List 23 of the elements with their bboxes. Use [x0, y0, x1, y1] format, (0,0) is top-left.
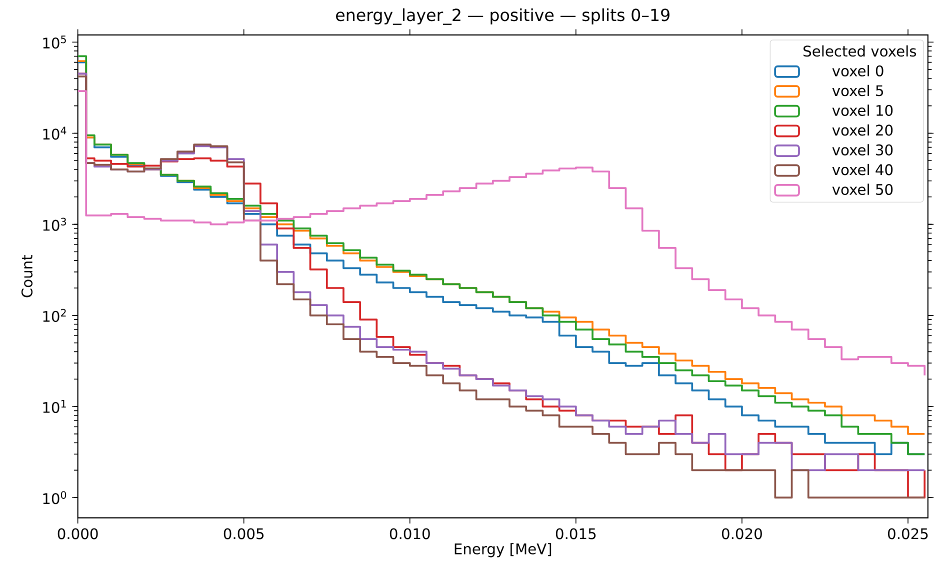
y-tick-label: 10$^{0}$ — [43, 491, 66, 504]
x-tick-label: 0.005 — [224, 528, 264, 540]
y-axis-title: Count — [21, 255, 33, 298]
x-tick-label: 0.020 — [722, 528, 762, 540]
legend-label: voxel 20 — [832, 124, 893, 136]
chart-title: energy_layer_2 — positive — splits 0–19 — [336, 8, 670, 26]
y-tick-label: 10$^{1}$ — [43, 400, 66, 414]
x-tick-label: 0.000 — [58, 528, 98, 540]
legend-label: voxel 40 — [832, 164, 893, 176]
legend-label: voxel 50 — [832, 184, 893, 196]
x-tick-label: 0.025 — [888, 528, 928, 540]
x-axis-title: Energy [MeV] — [454, 543, 552, 558]
y-tick-label: 10$^{2}$ — [43, 309, 66, 322]
y-tick-label: 10$^{5}$ — [43, 36, 66, 49]
y-tick-label: 10$^{3}$ — [43, 218, 66, 232]
x-tick-label: 0.015 — [556, 528, 596, 540]
y-tick-label: 10$^{4}$ — [43, 126, 66, 140]
legend-label: voxel 5 — [832, 84, 883, 96]
legend-label: voxel 0 — [832, 65, 884, 77]
legend-label: voxel 10 — [832, 104, 893, 116]
legend-label: voxel 30 — [832, 144, 893, 156]
legend-title: Selected voxels — [804, 45, 916, 57]
x-tick-label: 0.010 — [390, 528, 430, 540]
